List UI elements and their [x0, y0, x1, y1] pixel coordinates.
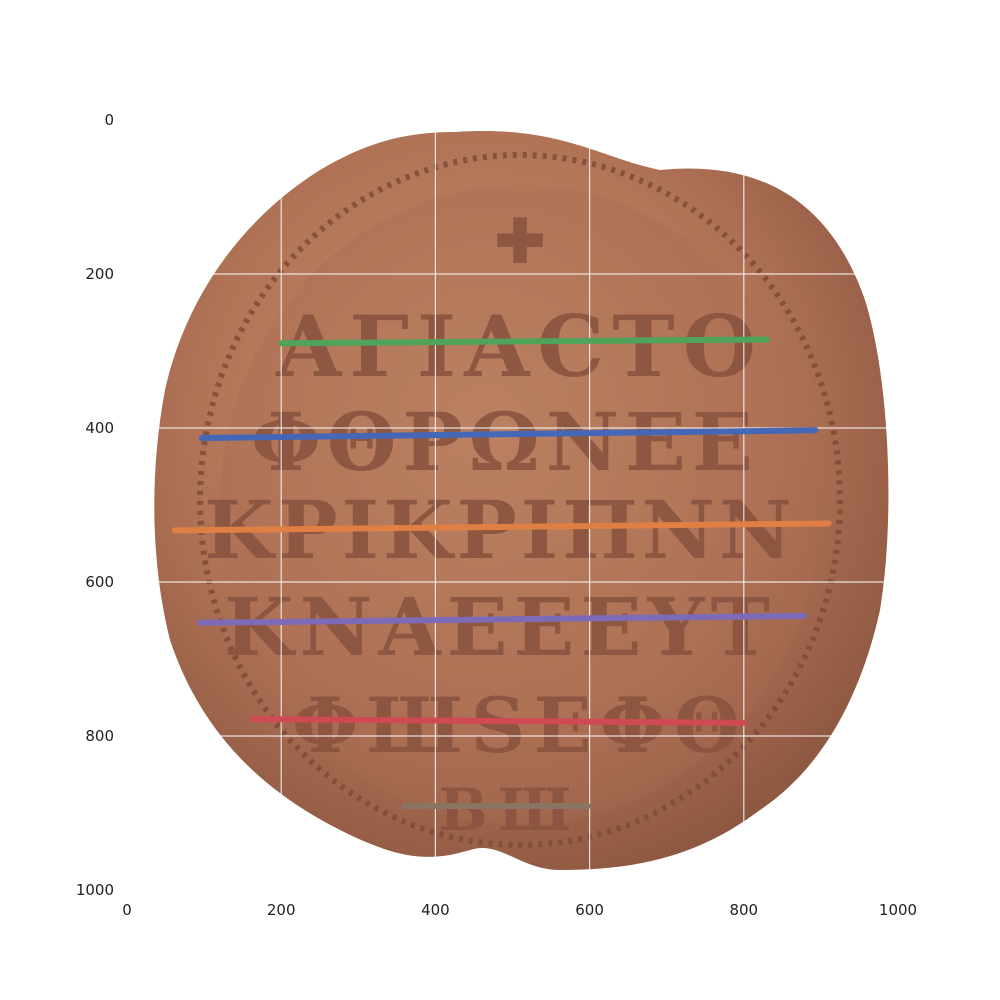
svg-text:ΑΓΙΑCΤΟ: ΑΓΙΑCΤΟ — [275, 297, 764, 396]
y-tick-label: 800 — [85, 727, 114, 745]
x-tick-label: 0 — [122, 901, 132, 919]
y-tick-label: 1000 — [76, 881, 114, 899]
svg-text:ΦΘΡΩΝΕΕ: ΦΘΡΩΝΕΕ — [251, 395, 759, 489]
y-tick-label: 0 — [104, 111, 114, 129]
svg-text:ΦШЅΕΦΘ: ΦШЅΕΦΘ — [292, 681, 748, 770]
x-tick-label: 400 — [421, 901, 450, 919]
series-line-5 — [249, 716, 747, 726]
seal-inner-border — [197, 152, 843, 848]
seal-image: ✚ ΑΓΙΑCΤΟ ΦΘΡΩΝΕΕ ΚΡΙΚΡΙΠΝΝ ΚΝΑΕΕΕΥΤ ΦШЅ… — [154, 131, 889, 870]
series-layer — [171, 336, 832, 810]
grid-lines — [126, 119, 899, 891]
svg-text:ΒШ: ΒШ — [439, 776, 582, 844]
x-tick-label: 600 — [575, 901, 604, 919]
x-axis-ticks: 0 200 400 600 800 1000 — [122, 901, 917, 919]
svg-text:✚: ✚ — [495, 207, 545, 277]
seal-body — [154, 131, 889, 870]
y-tick-label: 400 — [85, 419, 114, 437]
x-tick-label: 800 — [729, 901, 758, 919]
x-tick-label: 1000 — [879, 901, 917, 919]
y-axis-ticks: 0 200 400 600 800 1000 — [76, 111, 114, 899]
series-line-1 — [278, 336, 770, 347]
series-line-4 — [197, 612, 807, 626]
svg-text:ΚΝΑΕΕΕΥΤ: ΚΝΑΕΕΕΥΤ — [224, 580, 776, 674]
x-tick-label: 200 — [267, 901, 296, 919]
series-line-3 — [171, 520, 832, 534]
y-tick-label: 600 — [85, 573, 114, 591]
series-line-2 — [198, 427, 819, 442]
y-tick-label: 200 — [85, 265, 114, 283]
